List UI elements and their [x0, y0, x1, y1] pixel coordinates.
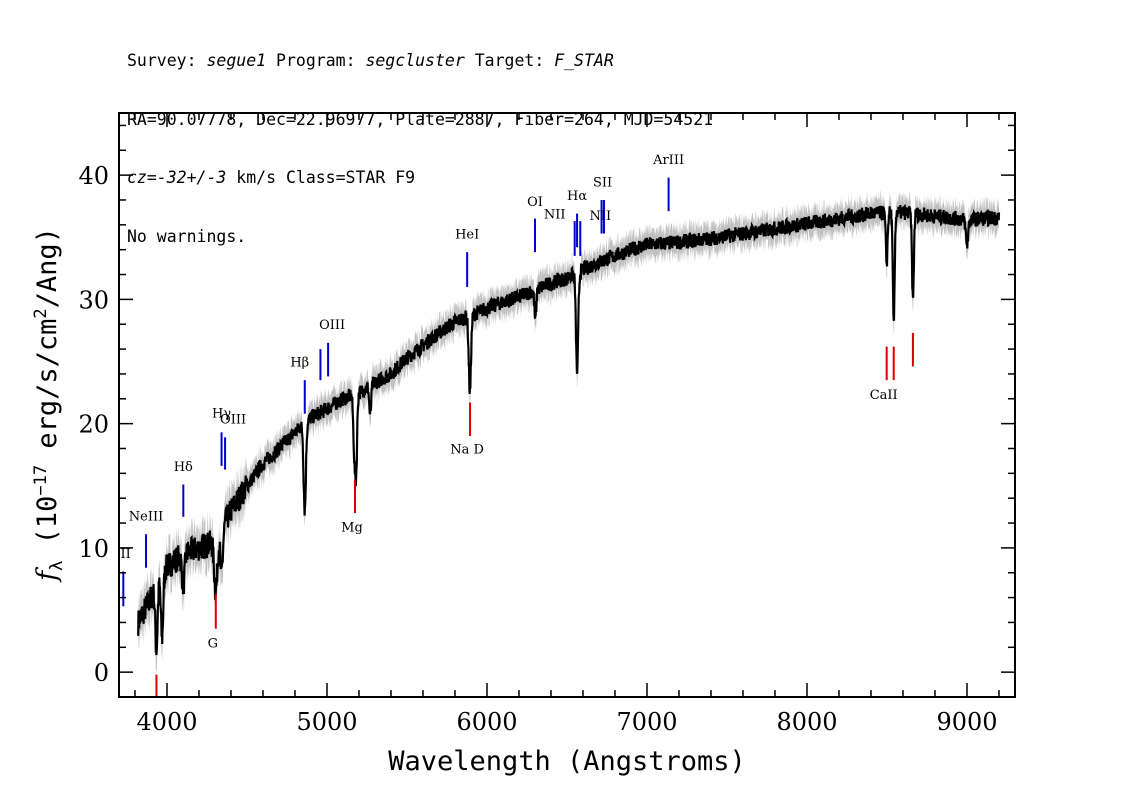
absorption-label-3: Na D [450, 442, 484, 457]
emission-label-9: OI [527, 195, 543, 210]
emission-label-15: ArIII [652, 153, 684, 168]
absorption-label-4: CaII [870, 388, 898, 403]
program-label: Program: [266, 51, 366, 70]
emission-label-12: NII [589, 209, 611, 224]
emission-label-8: HeI [455, 227, 479, 242]
absorption-label-2: Mg [341, 521, 363, 536]
target-label: Target: [464, 51, 555, 70]
y-tick-label-10: 10 [78, 535, 109, 563]
survey-value: segue1 [206, 51, 267, 70]
emission-label-5: Hβ [290, 355, 309, 370]
y-axis-title-post: /Ang) [32, 227, 63, 308]
plot-area: OIINeIIIHδHγOIIIHβOIIIHeIOINIIHαNIISIIAr… [110, 153, 1001, 697]
x-axis-title: Wavelength (Angstroms) [388, 746, 746, 777]
y-tick-label-40: 40 [78, 162, 109, 190]
y-axis-title-mid: erg/s/cm [32, 319, 63, 465]
emission-label-3: Hγ [212, 406, 231, 421]
y-tick-label-0: 0 [94, 659, 109, 687]
target-value: F_STAR [554, 51, 614, 70]
emission-label-11: Hα [567, 189, 587, 204]
survey-label: Survey: [127, 51, 207, 70]
x-tick-label-9000: 9000 [936, 708, 997, 736]
x-tick-label-7000: 7000 [616, 708, 677, 736]
y-axis-title-sub: λ [47, 561, 67, 571]
emission-label-4: OIII [220, 413, 246, 428]
error-band [138, 190, 999, 676]
y-axis-title: fλ (10−17 erg/s/cm2/Ang) [31, 227, 67, 583]
y-axis-title-exp1: −17 [31, 465, 51, 496]
emission-label-0: OII [110, 547, 131, 562]
header-line-1: Survey: segue1 Program: segcluster Targe… [127, 51, 713, 71]
y-axis-title-exp2: 2 [31, 308, 51, 318]
y-tick-label-30: 30 [78, 286, 109, 314]
plot-frame [118, 112, 1016, 698]
x-tick-label-8000: 8000 [776, 708, 837, 736]
emission-label-7: OIII [319, 318, 345, 333]
absorption-label-1: G [208, 636, 218, 651]
emission-label-1: NeIII [129, 510, 163, 525]
header-line-4: No warnings. [127, 226, 247, 246]
class-info: km/s Class=STAR F9 [226, 168, 416, 187]
emission-label-13: SII [593, 175, 612, 190]
x-tick-label-4000: 4000 [136, 708, 197, 736]
y-axis-title-pre: (10 [32, 496, 63, 561]
header-line-3: cz=-32+/-3 km/s Class=STAR F9 [127, 168, 713, 188]
program-value: segcluster [365, 51, 465, 70]
axes: 4000 5000 6000 7000 8000 9000 0 10 20 30 40 [78, 113, 1015, 736]
spectrum-line [137, 203, 1001, 656]
emission-label-2: Hδ [174, 460, 193, 475]
x-tick-label-5000: 5000 [296, 708, 357, 736]
x-tick-label-6000: 6000 [456, 708, 517, 736]
emission-label-10: NII [544, 208, 566, 223]
y-tick-label-20: 20 [78, 411, 109, 439]
redshift-value: cz=-32+/-3 [127, 168, 227, 187]
